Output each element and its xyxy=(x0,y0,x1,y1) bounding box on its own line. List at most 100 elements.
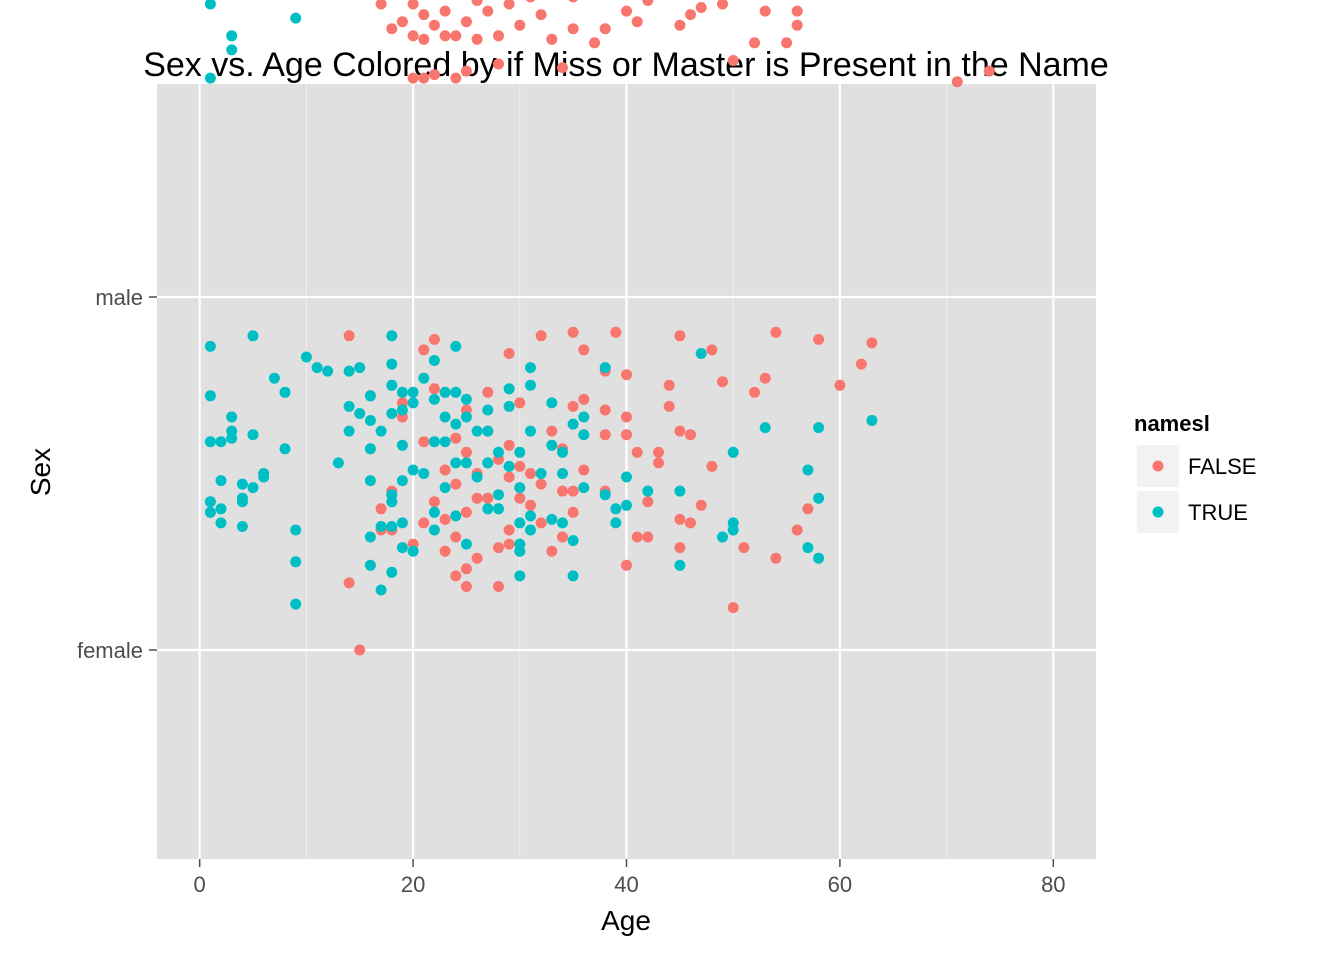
data-point-true xyxy=(514,517,526,529)
data-point-false xyxy=(621,559,632,571)
data-point-true xyxy=(621,471,632,483)
y-axis: female male xyxy=(77,285,157,663)
data-point-false xyxy=(546,425,558,437)
legend-title: namesl xyxy=(1134,411,1210,436)
data-point-false xyxy=(685,429,696,441)
data-point-false xyxy=(727,602,739,614)
data-point-false xyxy=(674,425,686,437)
data-point-false xyxy=(503,471,515,483)
data-point-false xyxy=(674,513,686,525)
data-point-false xyxy=(428,69,440,81)
data-point-true xyxy=(503,400,515,412)
data-point-true xyxy=(386,379,398,391)
data-point-false xyxy=(418,33,430,45)
data-point-true xyxy=(396,542,408,554)
data-point-false xyxy=(546,33,558,45)
data-point-false xyxy=(503,524,515,536)
data-point-false xyxy=(525,0,536,3)
data-point-true xyxy=(396,517,408,529)
data-point-false xyxy=(706,344,718,356)
data-point-true xyxy=(428,393,440,405)
data-point-false xyxy=(503,0,515,10)
data-point-true xyxy=(215,436,227,448)
data-point-false xyxy=(855,358,867,370)
data-point-false xyxy=(578,344,590,356)
data-point-true xyxy=(813,492,825,504)
data-point-false xyxy=(514,460,526,472)
data-point-false xyxy=(503,348,515,359)
data-point-false xyxy=(460,16,472,28)
data-point-false xyxy=(610,326,622,338)
data-point-false xyxy=(450,570,462,582)
data-point-false xyxy=(439,464,451,476)
data-point-true xyxy=(525,379,536,391)
data-point-false xyxy=(631,16,643,28)
data-point-false xyxy=(386,23,398,35)
data-point-true xyxy=(460,538,472,550)
x-tick-label: 40 xyxy=(614,872,638,897)
data-point-false xyxy=(567,400,579,412)
data-point-true xyxy=(535,468,547,479)
data-point-true xyxy=(343,400,355,412)
data-point-true xyxy=(279,386,291,398)
data-point-false xyxy=(535,9,547,21)
x-axis-title: Age xyxy=(601,905,651,936)
data-point-false xyxy=(589,37,600,49)
data-point-false xyxy=(983,65,995,77)
data-point-true xyxy=(813,422,825,434)
data-point-true xyxy=(204,0,216,10)
data-point-false xyxy=(450,531,462,543)
data-point-true xyxy=(386,408,398,419)
data-point-false xyxy=(439,30,451,42)
data-point-false xyxy=(460,581,472,592)
data-point-true xyxy=(332,457,344,469)
series-true-points xyxy=(204,0,878,610)
data-point-false xyxy=(460,506,472,518)
data-point-true xyxy=(557,468,568,479)
data-point-false xyxy=(568,0,578,3)
data-point-true xyxy=(364,443,376,455)
data-point-false xyxy=(653,457,664,469)
x-tick-label: 0 xyxy=(194,872,206,897)
x-tick-label: 60 xyxy=(828,872,852,897)
data-point-false xyxy=(418,72,430,84)
data-point-false xyxy=(791,524,803,536)
data-point-false xyxy=(428,383,440,395)
data-point-true xyxy=(226,411,238,423)
data-point-false xyxy=(578,464,590,476)
data-point-false xyxy=(450,432,462,444)
data-point-false xyxy=(781,37,793,49)
data-point-true xyxy=(364,559,376,571)
data-point-true xyxy=(226,30,238,42)
data-point-true xyxy=(439,436,451,448)
data-point-true xyxy=(460,457,472,469)
data-point-true xyxy=(215,475,227,487)
data-point-false xyxy=(621,429,632,441)
data-point-true xyxy=(802,464,814,476)
data-point-true xyxy=(514,482,526,494)
data-point-true xyxy=(450,457,462,469)
data-point-true xyxy=(386,496,398,508)
data-point-false xyxy=(396,16,408,28)
data-point-true xyxy=(343,365,355,377)
data-point-true xyxy=(311,362,323,374)
data-point-true xyxy=(204,72,216,84)
series-false-points xyxy=(343,0,995,656)
data-point-true xyxy=(578,411,590,423)
data-point-false xyxy=(770,326,782,338)
data-point-true xyxy=(471,471,483,483)
data-point-true xyxy=(247,330,259,342)
data-point-true xyxy=(204,340,216,352)
data-point-false xyxy=(674,542,686,554)
data-point-false xyxy=(525,468,536,479)
data-point-false xyxy=(439,545,451,557)
data-point-false xyxy=(599,429,611,441)
data-point-false xyxy=(418,9,430,21)
data-point-true xyxy=(525,524,536,536)
data-point-true xyxy=(525,425,536,437)
data-point-true xyxy=(247,482,259,494)
data-point-false xyxy=(428,19,440,31)
data-point-true xyxy=(610,517,622,529)
data-point-true xyxy=(204,436,216,448)
